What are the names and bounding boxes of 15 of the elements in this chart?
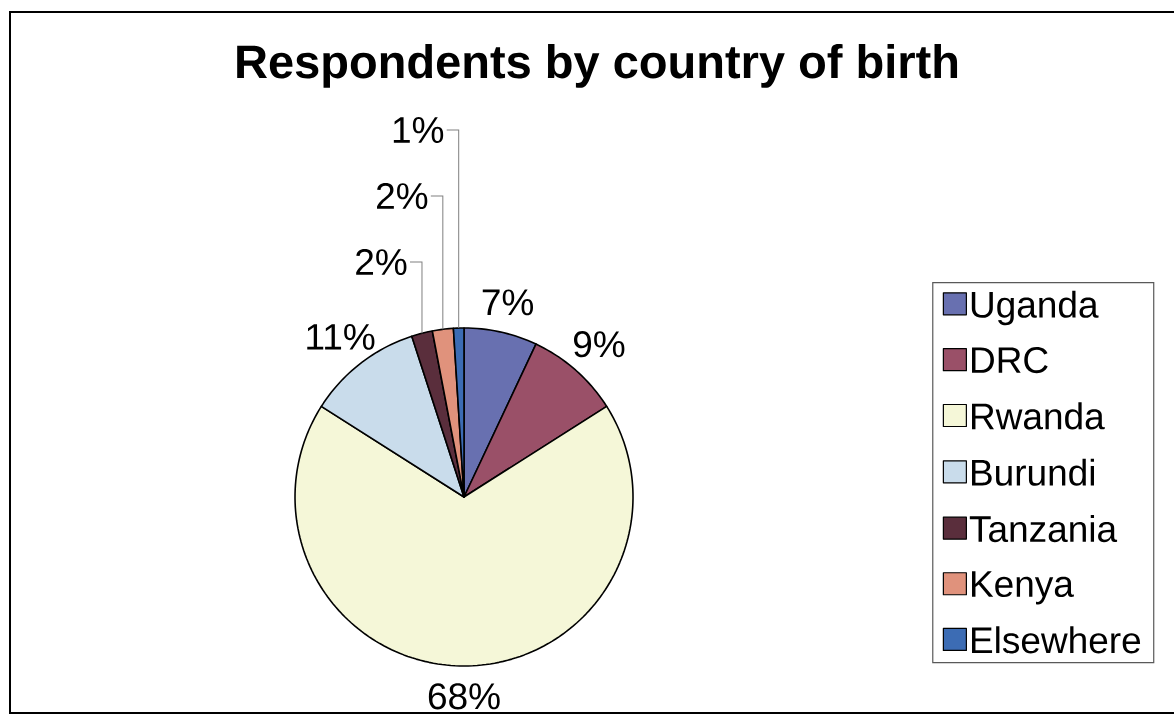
data-label: 9% xyxy=(573,331,625,358)
chart-title: Respondents by country of birth xyxy=(237,43,958,88)
data-label: 2% xyxy=(377,182,428,210)
legend-label: Burundi xyxy=(972,458,1094,486)
data-label: 7% xyxy=(482,289,534,316)
legend-label: Elsewhere xyxy=(972,626,1141,654)
legend-label: Tanzania xyxy=(969,514,1118,543)
legend-label: DRC xyxy=(972,347,1048,374)
legend-label: Rwanda xyxy=(972,402,1105,430)
legend-label: Uganda xyxy=(971,290,1099,326)
legend-label: Kenya xyxy=(972,571,1074,605)
data-label: 11% xyxy=(307,323,375,350)
data-label: 68% xyxy=(428,683,500,710)
data-label: 2% xyxy=(356,248,407,276)
data-label: 1% xyxy=(393,117,444,143)
